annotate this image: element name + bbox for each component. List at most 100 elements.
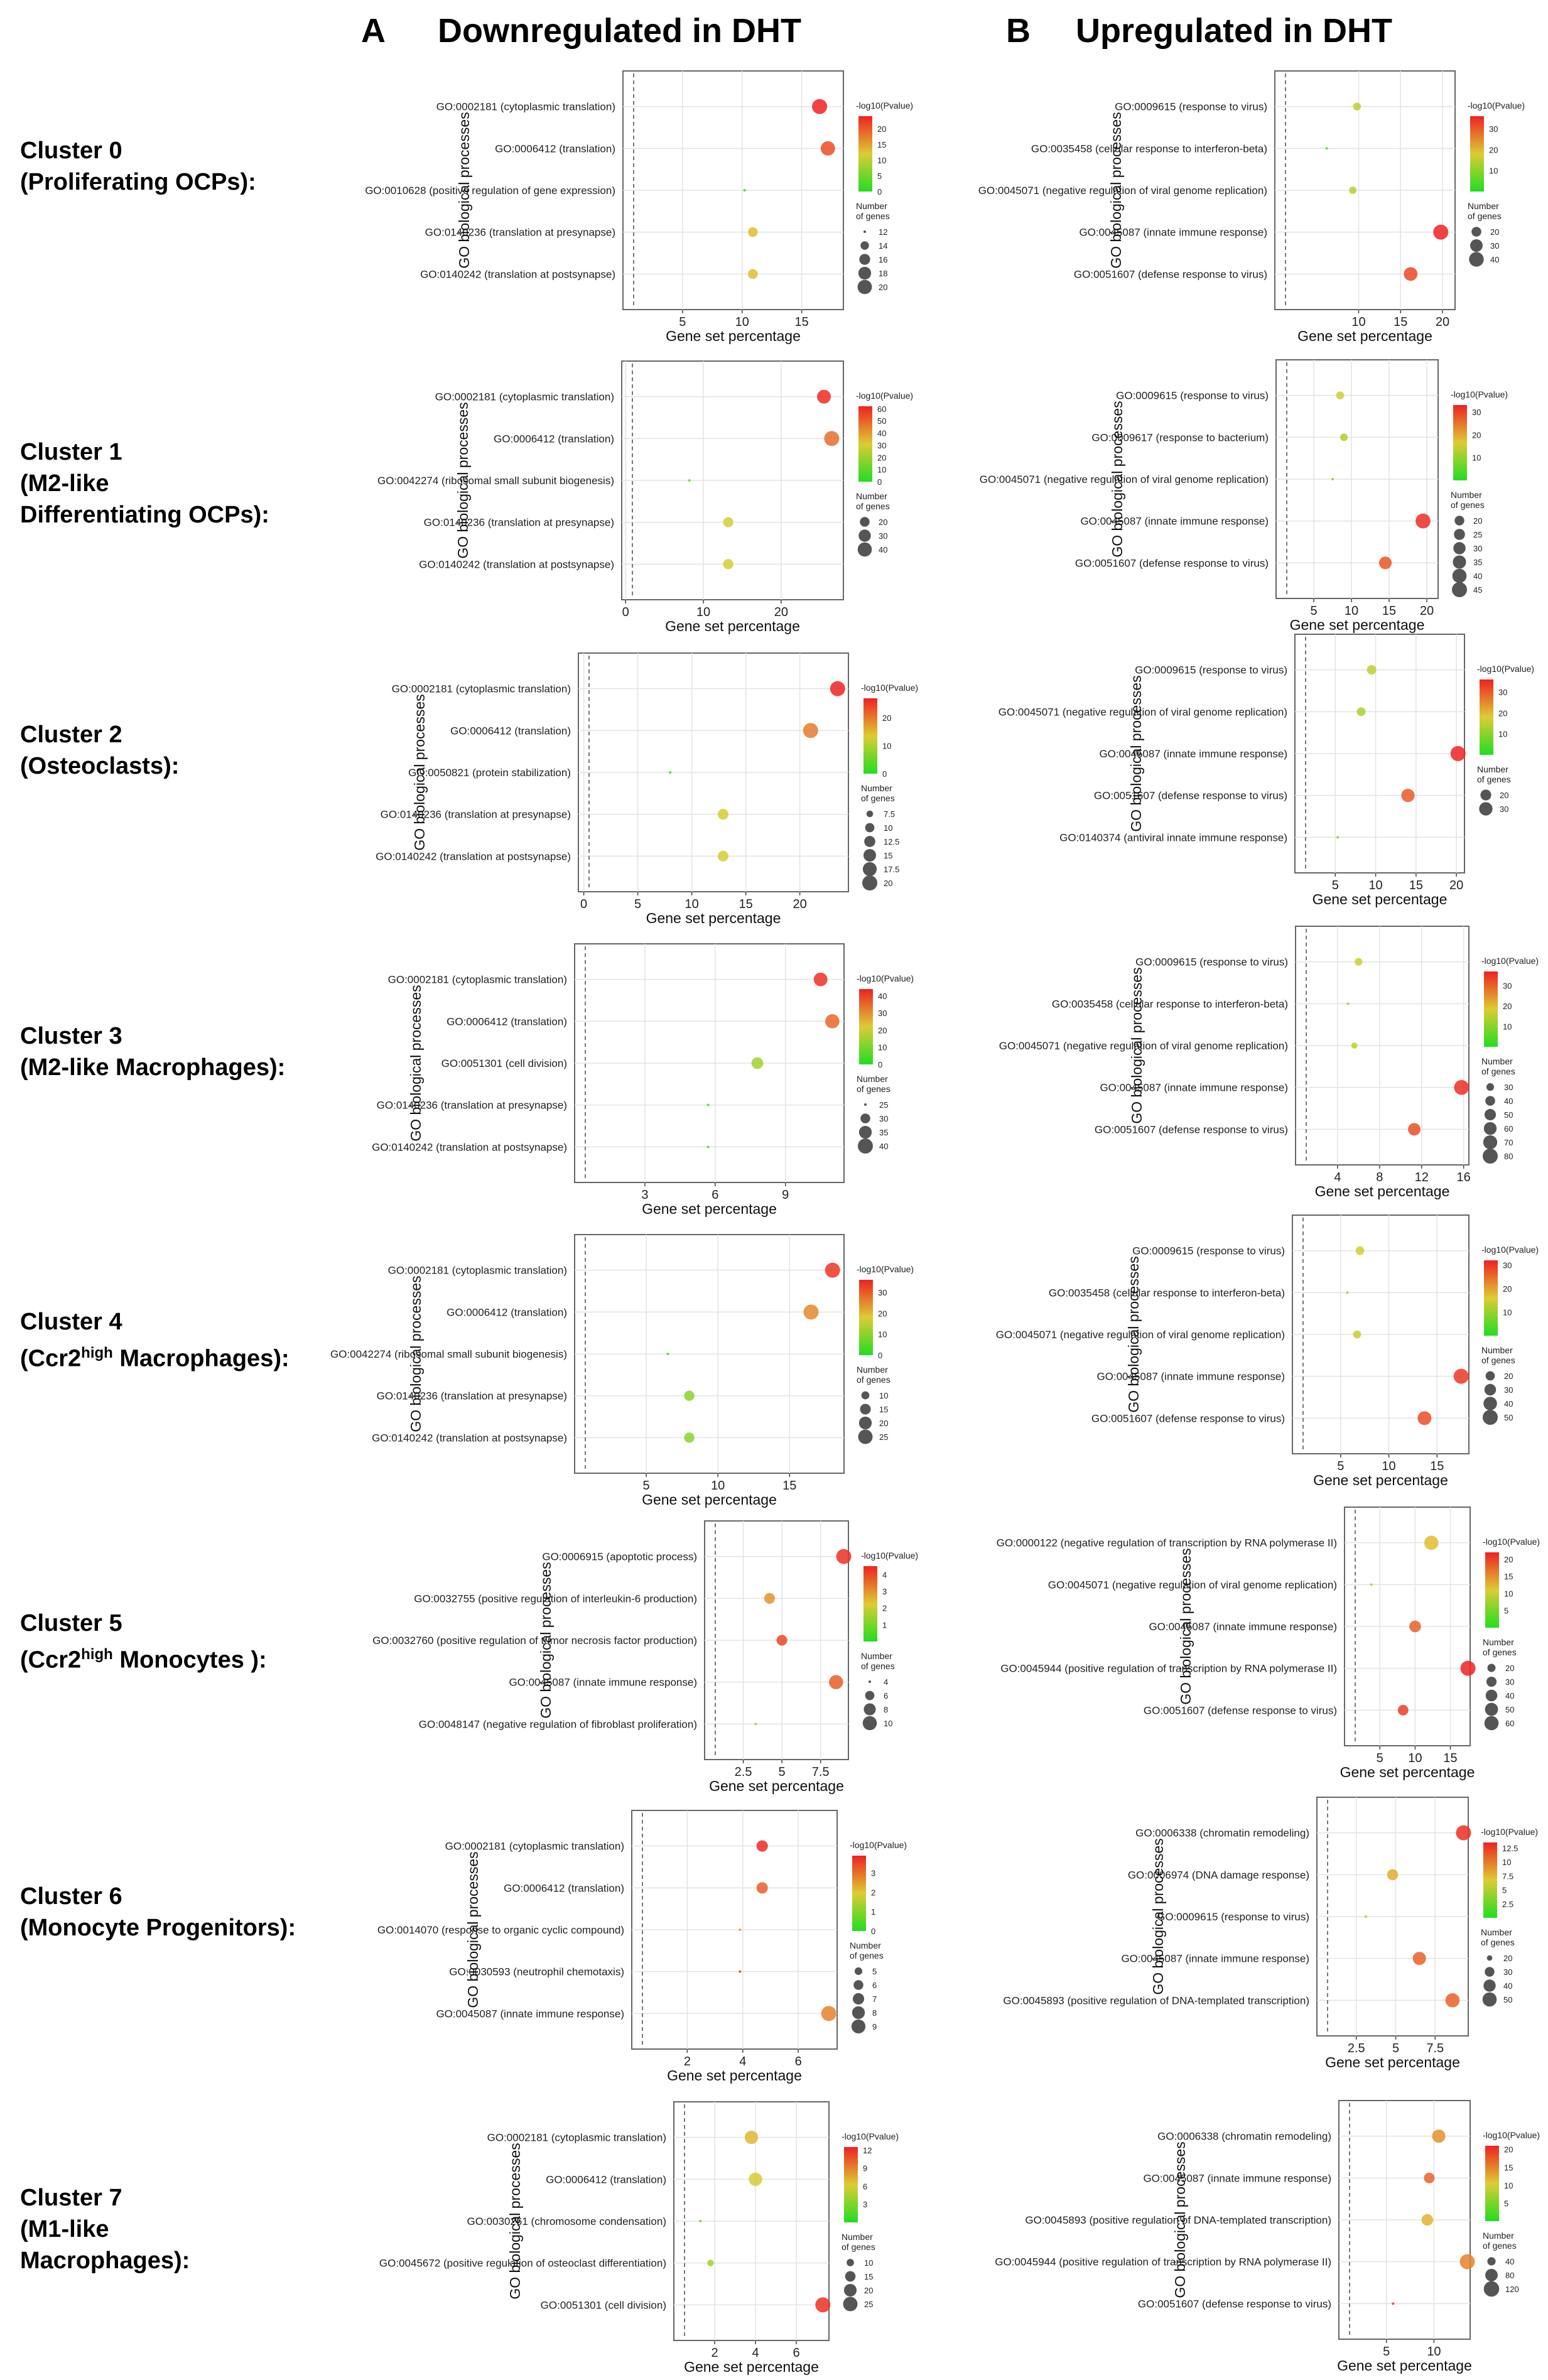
cluster-name: Cluster 0 xyxy=(20,138,122,164)
category-label: GO:0045071 (negative regulation of viral… xyxy=(1048,1579,1337,1591)
category-label: GO:0051607 (defense response to virus) xyxy=(1075,557,1269,569)
data-point xyxy=(1453,1368,1469,1384)
size-legend-dot xyxy=(1483,1135,1498,1150)
size-legend-title: of genes xyxy=(1483,2241,1517,2251)
category-label: GO:0009615 (response to virus) xyxy=(1132,1245,1285,1257)
color-legend-tick: 10 xyxy=(1503,1308,1512,1317)
size-legend-title: of genes xyxy=(857,1375,890,1385)
size-legend-dot xyxy=(1483,2281,1500,2297)
x-axis-title: Gene set percentage xyxy=(665,618,800,634)
y-axis-title: GO biological processes xyxy=(411,694,428,850)
size-legend-dot xyxy=(859,254,870,265)
size-legend-dot xyxy=(865,823,875,833)
x-axis-title: Gene set percentage xyxy=(642,1491,777,1508)
cluster-desc: (Ccr2high Macrophages): xyxy=(20,1344,290,1372)
category-label: GO:0140236 (translation at presynapse) xyxy=(377,1390,567,1402)
category-label: GO:0140236 (translation at presynapse) xyxy=(377,1100,567,1112)
category-label: GO:0032760 (positive regulation of tumor… xyxy=(372,1635,697,1647)
cluster-label: Cluster 7 (M1-like Macrophages): xyxy=(20,2182,190,2276)
x-axis-title: Gene set percentage xyxy=(684,2359,819,2375)
category-label: GO:0051607 (defense response to virus) xyxy=(1091,1412,1285,1424)
size-legend-title: Number xyxy=(842,2232,873,2242)
data-point xyxy=(751,1057,764,1069)
data-point xyxy=(1459,2254,1475,2269)
size-legend-title: Number xyxy=(1481,1927,1512,1937)
color-legend-title: -log10(Pvalue) xyxy=(856,100,913,111)
data-point xyxy=(748,269,758,279)
category-label: GO:0045087 (innate immune response) xyxy=(1143,2172,1331,2184)
data-point xyxy=(1397,1704,1409,1716)
size-legend-dot xyxy=(1452,582,1467,597)
size-legend-dot xyxy=(860,517,870,527)
color-legend-title: -log10(Pvalue) xyxy=(1483,1537,1540,1547)
size-legend-dot xyxy=(863,1703,876,1716)
category-label: GO:0006412 (translation) xyxy=(447,1306,567,1318)
category-label: GO:0051607 (defense response to virus) xyxy=(1144,1704,1337,1716)
cluster-label: Cluster 4 (Ccr2high Macrophages): xyxy=(20,1306,290,1375)
x-axis-title: Gene set percentage xyxy=(666,328,801,344)
category-label: GO:0048147 (negative regulation of fibro… xyxy=(419,1718,697,1730)
size-legend-title: of genes xyxy=(850,1950,884,1961)
data-point xyxy=(764,1593,775,1604)
data-point xyxy=(1349,187,1357,194)
data-point xyxy=(817,389,831,404)
size-legend-label: 20 xyxy=(1500,791,1508,800)
size-legend-dot xyxy=(1486,1955,1493,1961)
data-point xyxy=(1370,1583,1373,1586)
size-legend-title: Number xyxy=(861,783,892,793)
category-label: GO:0030593 (neutrophil chemotaxis) xyxy=(449,1966,624,1978)
color-legend-tick: 10 xyxy=(1498,730,1507,739)
size-legend-label: 50 xyxy=(1504,1110,1513,1120)
category-label: GO:0051607 (defense response to virus) xyxy=(1138,2298,1331,2310)
x-tick-label: 4 xyxy=(1334,1171,1341,1184)
data-point xyxy=(812,99,828,114)
size-legend-title: of genes xyxy=(1477,774,1511,784)
cluster-label: Cluster 5 (Ccr2high Monocytes ): xyxy=(20,1608,267,1676)
x-tick-label: 7.5 xyxy=(1426,2042,1444,2055)
size-legend-title: Number xyxy=(1451,490,1482,500)
data-point xyxy=(1417,1411,1432,1425)
size-legend-dot xyxy=(843,2283,857,2297)
size-legend-dot xyxy=(1470,239,1483,252)
size-legend-label: 30 xyxy=(879,531,887,541)
x-axis-title: Gene set percentage xyxy=(1290,617,1425,633)
go-dot-plot: GO:0002181 (cytoplasmic translation) GO:0… xyxy=(330,1234,914,1508)
size-legend-label: 25 xyxy=(879,1100,888,1110)
x-tick-label: 15 xyxy=(1382,604,1396,618)
size-legend-label: 35 xyxy=(879,1128,888,1137)
data-point xyxy=(688,479,691,482)
size-legend-label: 40 xyxy=(1505,2257,1514,2266)
color-legend-tick: 10 xyxy=(878,1043,887,1052)
category-label: GO:0002181 (cytoplasmic translation) xyxy=(388,1265,567,1277)
category-label: GO:0006915 (apoptotic process) xyxy=(542,1551,697,1563)
x-tick-label: 5 xyxy=(643,1479,650,1493)
size-legend-label: 7 xyxy=(872,1994,877,2004)
size-legend-title: Number xyxy=(856,491,887,501)
x-tick-label: 15 xyxy=(1409,879,1423,892)
color-legend-tick: 30 xyxy=(1498,688,1507,697)
size-legend-label: 15 xyxy=(864,2272,873,2281)
data-point xyxy=(1346,1291,1349,1294)
size-legend-dot xyxy=(869,1680,871,1683)
size-legend-title: of genes xyxy=(856,501,890,511)
x-tick-label: 8 xyxy=(1376,1171,1383,1184)
color-legend-title: -log10(Pvalue) xyxy=(861,1550,918,1561)
size-legend-label: 20 xyxy=(879,517,887,527)
category-label: GO:0045893 (positive regulation of DNA-t… xyxy=(1025,2214,1331,2226)
size-legend-dot xyxy=(1485,1702,1498,1716)
size-legend-label: 30 xyxy=(1503,1967,1512,1977)
color-legend-tick: 5 xyxy=(1504,1606,1508,1616)
data-point xyxy=(684,1390,695,1401)
size-legend-title: of genes xyxy=(842,2242,875,2252)
color-legend-tick: 20 xyxy=(878,1309,887,1318)
size-legend-label: 8 xyxy=(884,1705,888,1714)
color-legend-bar xyxy=(863,698,877,774)
size-legend-label: 30 xyxy=(1490,241,1499,251)
cluster-label: Cluster 1 (M2-like Differentiating OCPs): xyxy=(20,436,269,531)
size-legend-dot xyxy=(1485,2269,1498,2281)
x-tick-label: 5 xyxy=(679,315,686,329)
color-legend-tick: 20 xyxy=(1498,708,1507,718)
color-legend-tick: 20 xyxy=(1503,1284,1512,1294)
category-label: GO:0051607 (defense response to virus) xyxy=(1095,1123,1288,1135)
data-point xyxy=(706,1103,710,1106)
